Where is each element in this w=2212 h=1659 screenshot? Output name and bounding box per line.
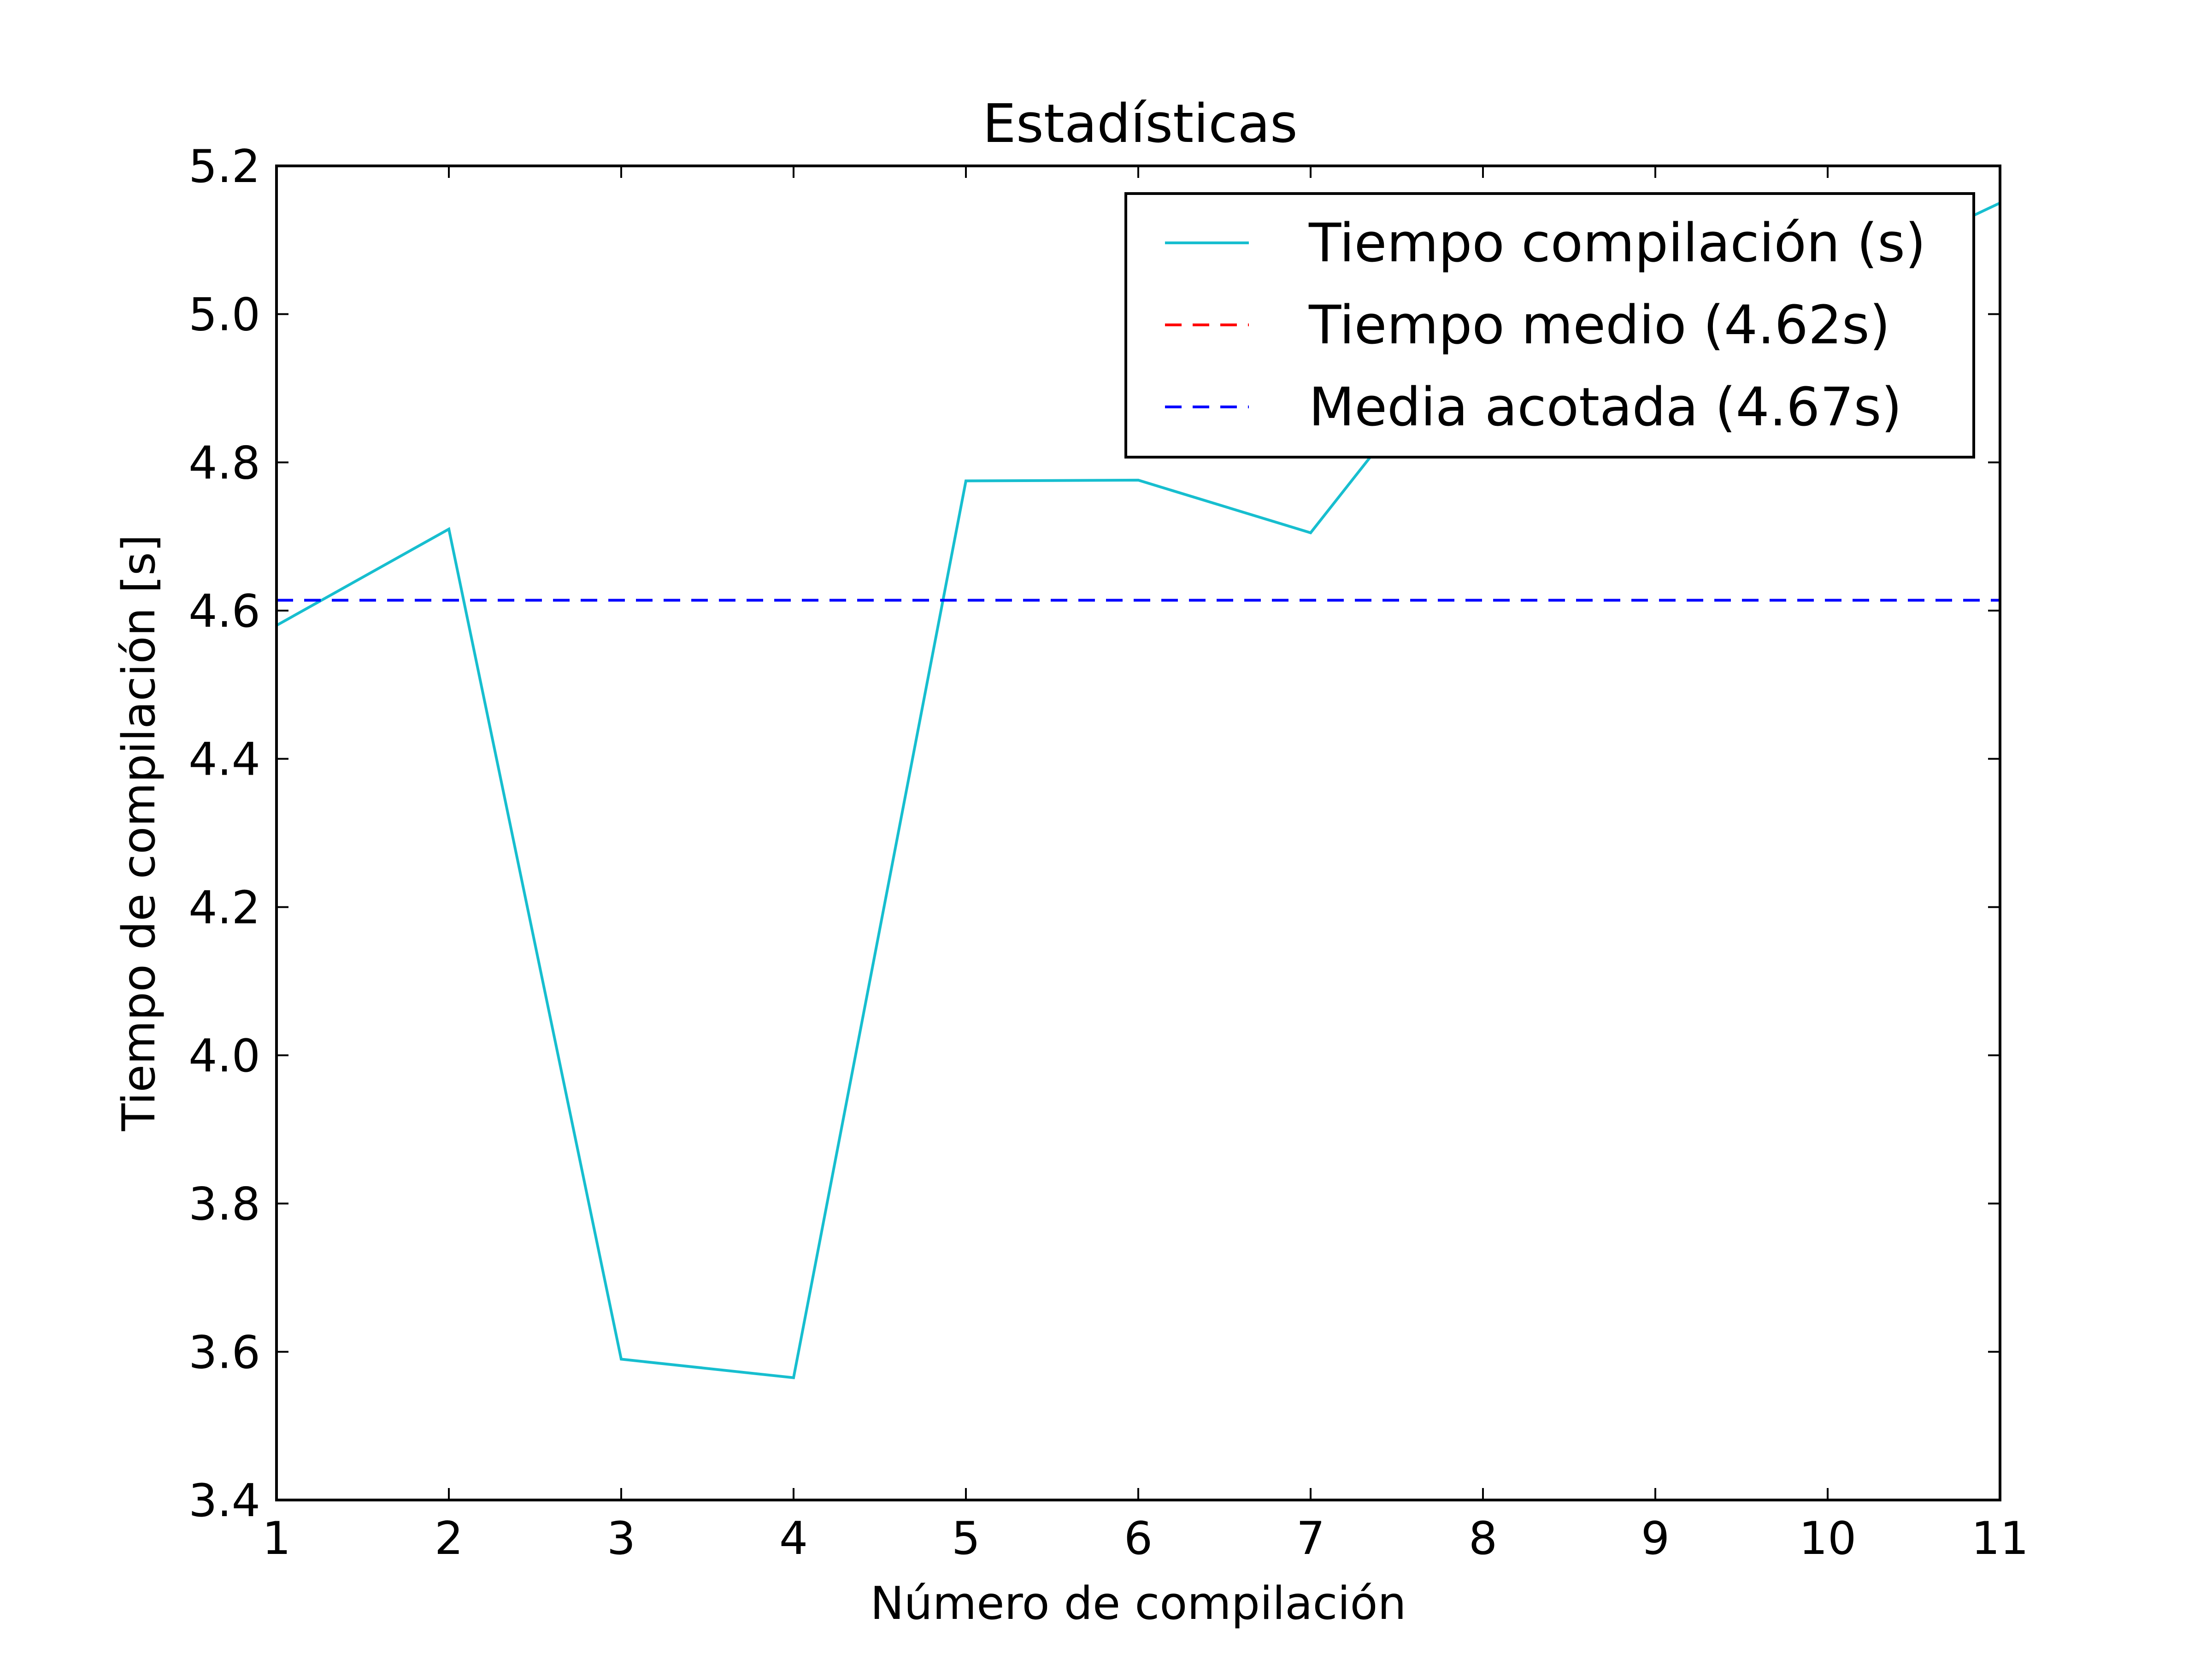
- plot-area-frame: [275, 165, 2001, 1501]
- legend-label-1: Tiempo medio (4.62s): [1308, 294, 1890, 356]
- y-tick-label-4.6: 4.6: [188, 585, 260, 638]
- y-tick-label-4.2: 4.2: [188, 882, 260, 934]
- y-tick-label-3.8: 3.8: [188, 1178, 260, 1231]
- chart-title: Estadísticas: [982, 93, 1298, 155]
- x-axis-label: Número de compilación: [870, 1577, 1406, 1630]
- y-tick-label-4.0: 4.0: [188, 1030, 260, 1082]
- y-axis-label: Tiempo de compilación [s]: [113, 535, 165, 1132]
- x-tick-label-1: 1: [262, 1512, 291, 1565]
- x-tick-label-3: 3: [607, 1512, 635, 1565]
- x-tick-label-10: 10: [1799, 1512, 1857, 1565]
- x-tick-label-7: 7: [1296, 1512, 1325, 1565]
- tick-labels: 1 2 3 4 5 6 7 8 9 10 11 3.4 3.6 3.8 4.0 4.2 4.4 4.6 4.8 5.0…: [188, 141, 2029, 1565]
- y-tick-label-5.2: 5.2: [188, 141, 260, 193]
- x-tick-label-9: 9: [1641, 1512, 1670, 1565]
- x-tick-label-5: 5: [952, 1512, 980, 1565]
- legend-box: [1124, 192, 1975, 459]
- x-tick-label-4: 4: [779, 1512, 808, 1565]
- x-tick-label-2: 2: [435, 1512, 463, 1565]
- legend-entries: Tiempo compilación (s) Tiempo medio (4.62…: [1165, 212, 1926, 438]
- y-tick-label-4.8: 4.8: [188, 437, 260, 489]
- legend-label-2: Media acotada (4.67s): [1309, 377, 1902, 438]
- x-tick-label-6: 6: [1124, 1512, 1153, 1565]
- legend: Tiempo compilación (s) Tiempo medio (4.62…: [1124, 192, 1975, 459]
- x-tick-label-11: 11: [1971, 1512, 2029, 1565]
- legend-label-0: Tiempo compilación (s): [1308, 212, 1926, 274]
- y-tick-label-3.6: 3.6: [188, 1326, 260, 1379]
- y-tick-label-4.4: 4.4: [188, 734, 260, 786]
- x-tick-label-8: 8: [1469, 1512, 1497, 1565]
- y-tick-label-3.4: 3.4: [188, 1475, 260, 1527]
- y-tick-label-5.0: 5.0: [188, 289, 260, 341]
